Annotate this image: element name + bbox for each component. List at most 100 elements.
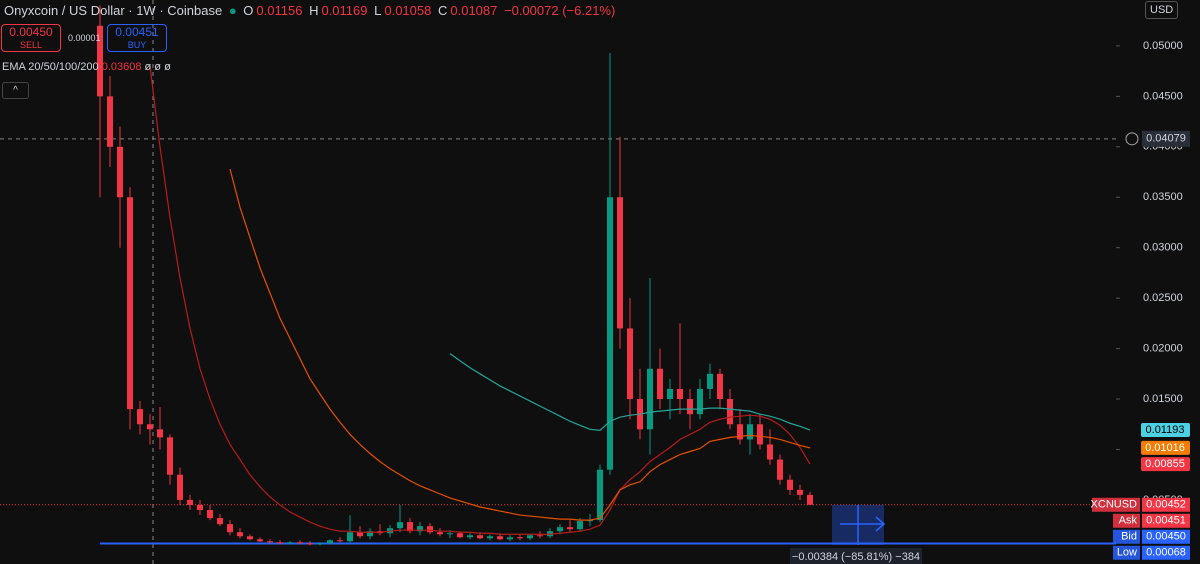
price-tag-name-bg <box>1113 513 1140 528</box>
candle-body <box>527 535 533 539</box>
o-value: 0.01156 <box>256 3 303 18</box>
candle-body <box>327 540 333 544</box>
candle-body <box>187 499 193 505</box>
c-value: 0.01087 <box>450 3 498 18</box>
candle-body <box>167 437 173 475</box>
candle-body <box>517 537 523 539</box>
candle-body <box>267 541 273 543</box>
candle-body <box>137 409 143 425</box>
candle-body <box>707 373 713 389</box>
h-value: 0.01169 <box>321 3 368 18</box>
candle-body <box>567 527 573 530</box>
collapse-button[interactable]: ^ <box>2 82 29 99</box>
candle-body <box>607 197 613 470</box>
candle-body <box>807 494 813 505</box>
price-tag-bg <box>1142 497 1190 512</box>
price-tag-name: Ask <box>1119 515 1138 527</box>
candle-body <box>557 527 563 532</box>
currency-button[interactable]: USD <box>1145 1 1179 19</box>
l-key: L <box>374 3 382 18</box>
candle-body <box>677 388 683 400</box>
sell-button[interactable]: 0.00450 SELL <box>1 24 61 52</box>
candle-body <box>497 536 503 540</box>
indicator-legend: EMA 20/50/100/200 0.03608 ø ø ø <box>2 61 171 73</box>
ema-tag <box>1141 440 1190 455</box>
candle-body <box>197 504 203 511</box>
candle-body <box>457 533 463 538</box>
candle-body <box>477 535 483 539</box>
candle-body <box>617 197 623 329</box>
candle-body <box>247 536 253 540</box>
candle-body <box>287 542 293 544</box>
candle-body <box>747 424 753 440</box>
measure-arrow <box>840 516 886 532</box>
ema-line <box>229 168 811 521</box>
price-tag-value: 0.00068 <box>1146 547 1186 559</box>
candle-body <box>217 518 223 525</box>
measure-label: −0.00384 (−85.81%) −384 <box>792 551 920 563</box>
candle-body <box>367 531 373 537</box>
candle-body <box>727 399 733 425</box>
candle-body <box>227 524 233 533</box>
candle-body <box>757 424 763 445</box>
candle-body <box>787 479 793 490</box>
price-axis: 0.005000.010000.015000.020000.025000.030… <box>1091 40 1190 560</box>
candle-body <box>127 197 133 410</box>
candle-body <box>657 368 663 400</box>
y-tick-label: 0.02500 <box>1143 292 1183 304</box>
indicator-rest: ø ø ø <box>144 61 171 73</box>
candle-body <box>257 539 263 542</box>
price-tag-name: Low <box>1117 547 1137 559</box>
y-tick-label: 0.05000 <box>1143 40 1183 52</box>
sell-label: SELL <box>19 40 43 50</box>
indicator-value: 0.03608 <box>101 61 142 73</box>
candle-body <box>357 532 363 537</box>
change: −0.00072 (−6.21%) <box>504 3 616 18</box>
o-key: O <box>243 3 254 18</box>
candle-body <box>347 532 353 542</box>
price-tag-name-bg <box>1113 545 1140 560</box>
candle-body <box>427 526 433 533</box>
symbol-header: Onyxcoin / US Dollar · 1W · Coinbase ● O… <box>4 3 616 18</box>
price-tag-bg <box>1142 545 1190 560</box>
candle-body <box>577 521 583 530</box>
candle-body <box>507 537 513 540</box>
plot <box>0 5 1116 546</box>
candle-body <box>777 459 783 480</box>
spread: 0.00001 <box>68 33 101 43</box>
candle-body <box>737 424 743 440</box>
candle-body <box>307 543 313 545</box>
ema-tag <box>1141 423 1190 438</box>
buy-button[interactable]: 0.00451 BUY <box>107 24 167 52</box>
l-value: 0.01058 <box>384 3 432 18</box>
y-tick-label: 0.01500 <box>1143 393 1183 405</box>
candle-body <box>767 444 773 460</box>
candle-body <box>397 522 403 529</box>
ema-tag-value: 0.01016 <box>1145 442 1185 454</box>
c-key: C <box>437 3 448 18</box>
price-tag-name: Bid <box>1121 531 1137 543</box>
symbol: Onyxcoin / US Dollar · 1W · Coinbase <box>4 3 223 18</box>
candle-body <box>207 510 213 519</box>
candle-body <box>487 536 493 539</box>
buy-label: BUY <box>127 40 147 50</box>
candle-body <box>297 542 303 544</box>
sell-price: 0.00450 <box>9 25 53 39</box>
candle-body <box>147 424 153 430</box>
buy-price: 0.00451 <box>115 25 159 39</box>
price-tag-bg <box>1142 529 1190 544</box>
y-tick-label: 0.02000 <box>1143 342 1183 354</box>
candle-body <box>797 489 803 495</box>
crosshair-tag: 0.04079 <box>1146 133 1186 145</box>
ema-line <box>149 66 811 535</box>
candle-body <box>667 388 673 400</box>
candle-body <box>157 429 163 438</box>
candle-body <box>437 532 443 535</box>
price-tag-name-bg <box>1113 529 1140 544</box>
candle-body <box>277 542 283 544</box>
candle-body <box>417 526 423 532</box>
price-tag-value: 0.00450 <box>1146 531 1186 543</box>
candle-body <box>237 532 243 537</box>
